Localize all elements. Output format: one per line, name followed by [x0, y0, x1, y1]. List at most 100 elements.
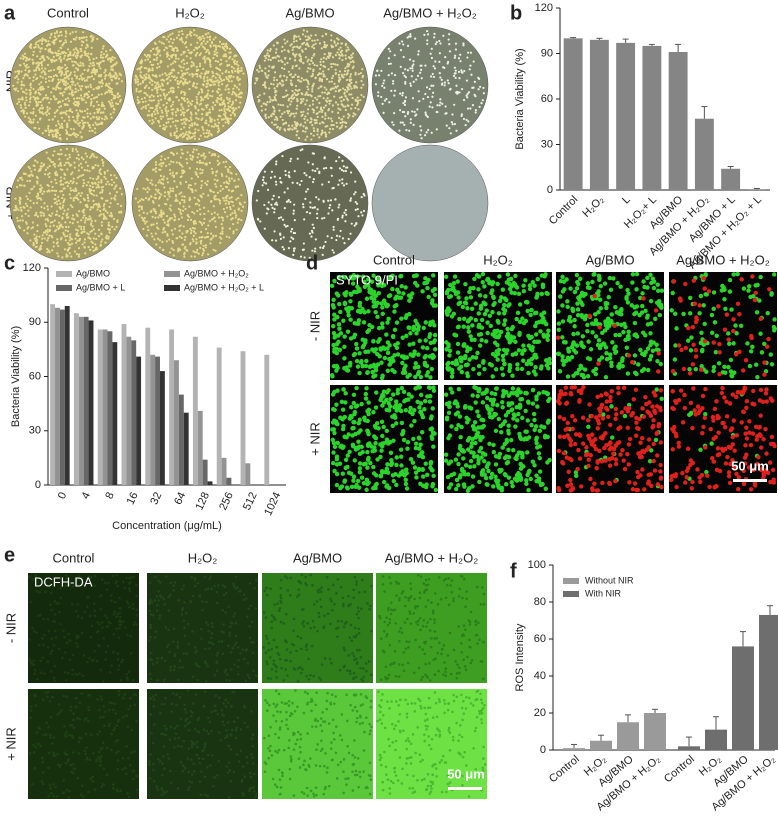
colony	[324, 114, 327, 117]
colony	[324, 112, 327, 115]
colony	[185, 119, 188, 122]
colony	[32, 164, 35, 167]
colony	[59, 112, 62, 115]
colony	[135, 87, 138, 91]
colony	[343, 242, 346, 245]
cell	[387, 293, 393, 298]
colony	[291, 76, 294, 79]
colony	[297, 35, 300, 38]
colony	[78, 121, 81, 124]
colony	[45, 129, 48, 133]
colony	[171, 171, 174, 174]
colony	[256, 95, 259, 99]
colony	[28, 76, 31, 80]
colony	[65, 255, 68, 258]
colony	[97, 234, 100, 238]
colony	[193, 212, 196, 215]
colony	[172, 49, 176, 52]
fluorescence-image	[443, 271, 553, 380]
colony	[447, 82, 450, 85]
colony	[417, 50, 420, 53]
colony	[374, 83, 378, 86]
colony	[169, 98, 172, 101]
colony	[113, 187, 116, 190]
cell	[391, 334, 396, 340]
colony	[56, 238, 59, 241]
colony	[21, 219, 24, 222]
cell	[411, 273, 417, 279]
colony	[167, 191, 170, 194]
cell	[485, 320, 490, 325]
colony	[342, 87, 345, 90]
colony	[40, 162, 43, 165]
cell	[615, 280, 620, 286]
colony	[273, 123, 276, 126]
colony	[442, 34, 445, 37]
colony	[153, 58, 156, 61]
colony	[162, 162, 165, 165]
colony	[171, 89, 175, 92]
cell	[459, 369, 465, 375]
colony	[393, 94, 396, 97]
colony	[83, 241, 86, 244]
colony	[59, 137, 62, 140]
colony	[469, 64, 472, 67]
colony	[169, 132, 172, 135]
colony	[234, 99, 238, 102]
colony	[47, 184, 50, 187]
colony	[40, 61, 43, 64]
colony	[59, 124, 62, 127]
colony	[66, 230, 70, 233]
colony	[85, 86, 88, 89]
colony	[428, 87, 431, 91]
colony	[170, 75, 174, 78]
colony	[188, 33, 191, 36]
colony	[343, 69, 347, 73]
colony	[361, 68, 364, 71]
colony	[351, 56, 354, 59]
cell	[380, 311, 385, 316]
colony	[298, 88, 301, 91]
colony	[155, 243, 158, 246]
colony	[35, 103, 39, 106]
colony	[411, 97, 415, 100]
colony	[31, 221, 35, 224]
colony	[258, 66, 262, 69]
colony	[355, 222, 358, 226]
colony	[195, 95, 198, 99]
colony	[240, 209, 243, 213]
colony	[189, 124, 192, 127]
colony	[438, 52, 441, 55]
colony	[273, 175, 276, 178]
colony	[89, 52, 93, 55]
colony	[89, 237, 92, 240]
colony	[19, 98, 22, 101]
colony	[195, 98, 199, 101]
colony	[289, 73, 293, 76]
colony	[174, 78, 177, 81]
colony	[66, 168, 69, 171]
colony	[228, 97, 231, 100]
colony	[327, 117, 330, 120]
colony	[324, 135, 328, 138]
colony	[134, 81, 137, 84]
colony	[32, 50, 35, 53]
colony	[204, 227, 208, 231]
cell	[371, 296, 377, 302]
colony	[271, 99, 274, 102]
colony	[393, 89, 397, 92]
colony	[354, 106, 357, 110]
colony	[193, 227, 196, 230]
colony	[209, 118, 212, 122]
colony	[46, 63, 50, 67]
colony	[71, 31, 74, 34]
colony	[139, 61, 142, 64]
colony	[64, 98, 67, 101]
colony	[278, 177, 282, 180]
colony	[298, 54, 301, 57]
colony	[20, 176, 23, 179]
colony	[295, 134, 298, 137]
colony	[40, 111, 43, 114]
colony	[341, 182, 344, 185]
colony	[216, 159, 219, 162]
